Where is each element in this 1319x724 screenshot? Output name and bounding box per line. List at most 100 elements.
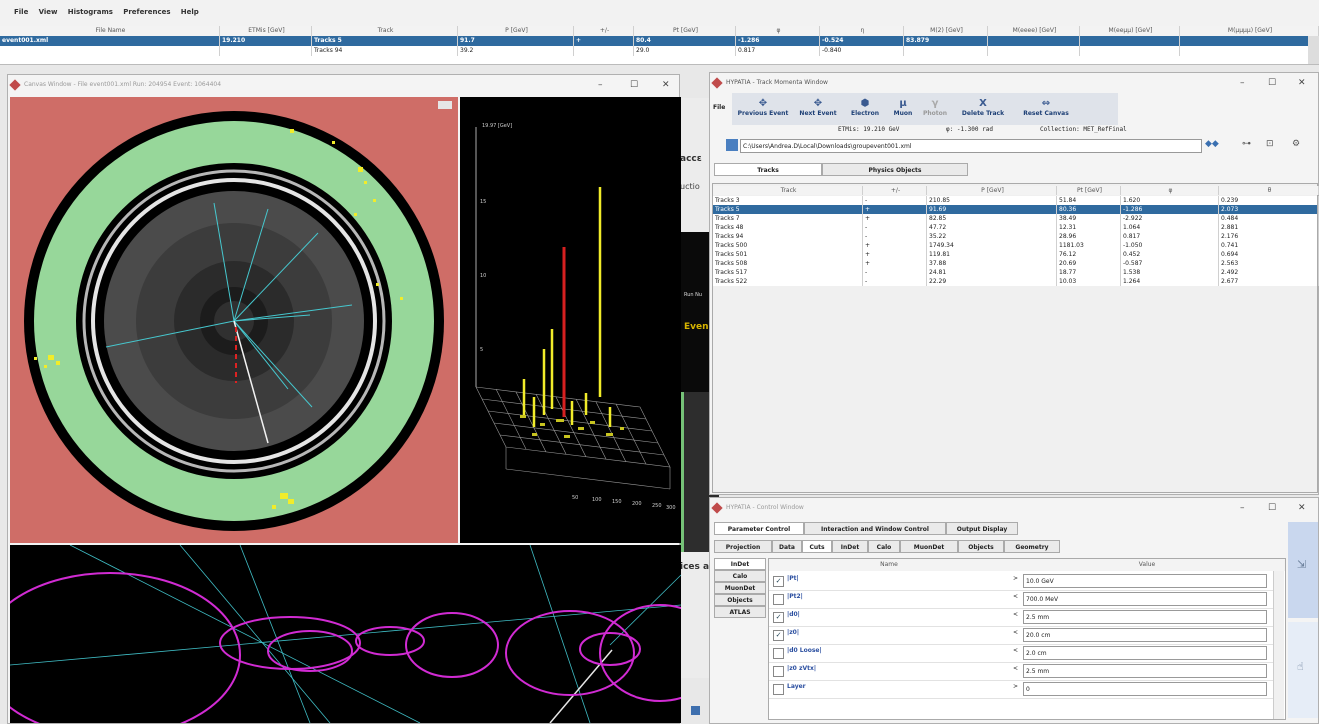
cut-value-field[interactable]: 0 [1023, 682, 1267, 696]
menu-file[interactable]: File [14, 8, 29, 16]
table-row[interactable]: Tracks 94 39.2 29.0 0.817 -0.840 [0, 46, 1319, 56]
lego-plot-view[interactable]: 19.97 [GeV] 15 10 5 50 [460, 97, 681, 543]
tab-indet[interactable]: InDet [832, 540, 868, 553]
column-header[interactable]: ETMis [GeV] [220, 26, 312, 36]
cut-checkbox[interactable]: ✓ [773, 630, 784, 641]
cut-operator[interactable]: < [1013, 665, 1019, 672]
menu-view[interactable]: View [38, 8, 58, 16]
file-menu[interactable]: File [713, 104, 726, 111]
side-tab-objects[interactable]: Objects [714, 594, 766, 606]
link-icon[interactable]: ⊶ [1242, 139, 1251, 149]
tab-tracks[interactable]: Tracks [714, 163, 822, 176]
window-icon[interactable]: ⊡ [1266, 139, 1274, 149]
tab-interaction-window-control[interactable]: Interaction and Window Control [804, 522, 946, 535]
column-header[interactable]: Pt [GeV] [634, 26, 736, 36]
cut-checkbox[interactable] [773, 684, 784, 695]
momenta-titlebar[interactable]: HYPATIA - Track Momenta Window – ☐ ✕ [710, 73, 1318, 93]
side-panel-button[interactable]: ☝ [1288, 622, 1318, 718]
side-tab-atlas[interactable]: ATLAS [714, 606, 766, 618]
cuts-scrollbar[interactable] [1273, 571, 1284, 719]
reset-canvas-button[interactable]: ⇔ Reset Canvas [1014, 97, 1078, 123]
close-icon[interactable]: ✕ [1298, 503, 1306, 513]
maximize-icon[interactable]: ☐ [630, 80, 639, 90]
canvas-window-titlebar[interactable]: Canvas Window - File event001.xml Run: 2… [8, 75, 679, 95]
table-row[interactable]: Tracks 501 +119.81 76.12 0.452 0.694 [713, 250, 1319, 259]
minimize-icon[interactable]: – [598, 80, 603, 90]
cut-checkbox[interactable] [773, 666, 784, 677]
cut-value-field[interactable]: 700.0 MeV [1023, 592, 1267, 606]
table-row[interactable]: Tracks 517-24.81 18.77 1.538 2.492 [713, 268, 1319, 277]
menu-preferences[interactable]: Preferences [123, 8, 171, 16]
cut-operator[interactable]: < [1013, 647, 1019, 654]
tab-data[interactable]: Data [772, 540, 802, 553]
taskbar-icon[interactable] [691, 706, 700, 715]
table-row[interactable]: Tracks 508 +37.88 20.69 -0.587 2.563 [713, 259, 1319, 268]
table-row[interactable]: event001.xml 19.210 Tracks 5 91.7 + 80.4… [0, 36, 1319, 46]
cut-checkbox[interactable] [773, 648, 784, 659]
cut-operator[interactable]: < [1013, 629, 1019, 636]
side-tab-calo[interactable]: Calo [714, 570, 766, 582]
cut-checkbox[interactable]: ✓ [773, 576, 784, 587]
cut-operator[interactable]: < [1013, 611, 1019, 618]
column-header[interactable]: Pt [GeV] [1057, 186, 1121, 195]
table-row[interactable]: Tracks 5 +91.69 80.36 -1.286 2.073 [713, 205, 1319, 214]
previous-event-button[interactable]: ✥ Previous Event [732, 97, 794, 123]
navigate-icon[interactable]: ◆◆ [1205, 139, 1219, 149]
column-header[interactable]: M(μμμμ) [GeV] [1180, 26, 1319, 36]
column-header[interactable]: P [GeV] [458, 26, 574, 36]
column-header[interactable]: P [GeV] [927, 186, 1057, 195]
cut-value-field[interactable]: 2.0 cm [1023, 646, 1267, 660]
minimize-icon[interactable]: – [1240, 78, 1245, 88]
cut-operator[interactable]: > [1013, 683, 1019, 690]
minimize-icon[interactable]: – [1240, 503, 1245, 513]
menu-histograms[interactable]: Histograms [67, 8, 113, 16]
control-titlebar[interactable]: HYPATIA - Control Window – ☐ ✕ [710, 498, 1318, 518]
cut-value-field[interactable]: 2.5 mm [1023, 610, 1267, 624]
settings-icon[interactable]: ⚙ [1292, 139, 1301, 149]
cut-checkbox[interactable] [773, 594, 784, 605]
electron-button[interactable]: ⬢ Electron [842, 97, 888, 123]
side-panel-button[interactable]: ⇲ [1288, 522, 1318, 618]
cut-operator[interactable]: > [1013, 575, 1019, 582]
column-header[interactable]: θ [1219, 186, 1319, 195]
table-row[interactable]: Tracks 7 +82.85 38.49 -2.922 0.484 [713, 214, 1319, 223]
column-header[interactable]: Name [769, 559, 1010, 571]
column-header[interactable]: Track [713, 186, 863, 195]
table-row[interactable]: Tracks 94-35.22 28.96 0.817 2.176 [713, 232, 1319, 241]
column-header[interactable]: File Name [0, 26, 220, 36]
maximize-icon[interactable]: ☐ [1268, 78, 1277, 88]
column-header[interactable]: Track [312, 26, 458, 36]
cut-value-field[interactable]: 2.5 mm [1023, 664, 1267, 678]
next-event-button[interactable]: ✥ Next Event [794, 97, 842, 123]
tab-muondet[interactable]: MuonDet [900, 540, 958, 553]
delete-track-button[interactable]: X Delete Track [952, 97, 1014, 123]
tab-projection[interactable]: Projection [714, 540, 772, 553]
tab-physics-objects[interactable]: Physics Objects [822, 163, 968, 176]
tab-parameter-control[interactable]: Parameter Control [714, 522, 804, 535]
column-header[interactable]: φ [1121, 186, 1219, 195]
column-header[interactable]: η [820, 26, 904, 36]
table-row[interactable]: Tracks 3-210.85 51.84 1.620 0.239 [713, 196, 1319, 205]
cut-value-field[interactable]: 20.0 cm [1023, 628, 1267, 642]
tab-geometry[interactable]: Geometry [1004, 540, 1060, 553]
muon-button[interactable]: μ Muon [888, 97, 918, 123]
tab-cuts[interactable]: Cuts [802, 540, 832, 553]
rz-projection-view[interactable] [10, 545, 681, 723]
tab-objects[interactable]: Objects [958, 540, 1004, 553]
file-path-field[interactable]: C:\Users\Andrea.D\Local\Downloads\groupe… [740, 139, 1202, 153]
column-header[interactable]: M(eeμμ) [GeV] [1080, 26, 1180, 36]
cut-value-field[interactable]: 10.0 GeV [1023, 574, 1267, 588]
side-tab-indet[interactable]: InDet [714, 558, 766, 570]
table-scrollbar[interactable] [1308, 36, 1319, 64]
column-header[interactable]: M(2) [GeV] [904, 26, 988, 36]
column-header[interactable]: +/- [574, 26, 634, 36]
table-row[interactable]: Tracks 522-22.29 10.03 1.264 2.677 [713, 277, 1319, 286]
side-tab-muondet[interactable]: MuonDet [714, 582, 766, 594]
menu-help[interactable]: Help [180, 8, 199, 16]
cut-checkbox[interactable]: ✓ [773, 612, 784, 623]
maximize-icon[interactable]: ☐ [1268, 503, 1277, 513]
tab-calo[interactable]: Calo [868, 540, 900, 553]
table-row[interactable]: Tracks 48-47.72 12.31 1.064 2.881 [713, 223, 1319, 232]
close-icon[interactable]: ✕ [1298, 78, 1306, 88]
column-header[interactable]: φ [736, 26, 820, 36]
